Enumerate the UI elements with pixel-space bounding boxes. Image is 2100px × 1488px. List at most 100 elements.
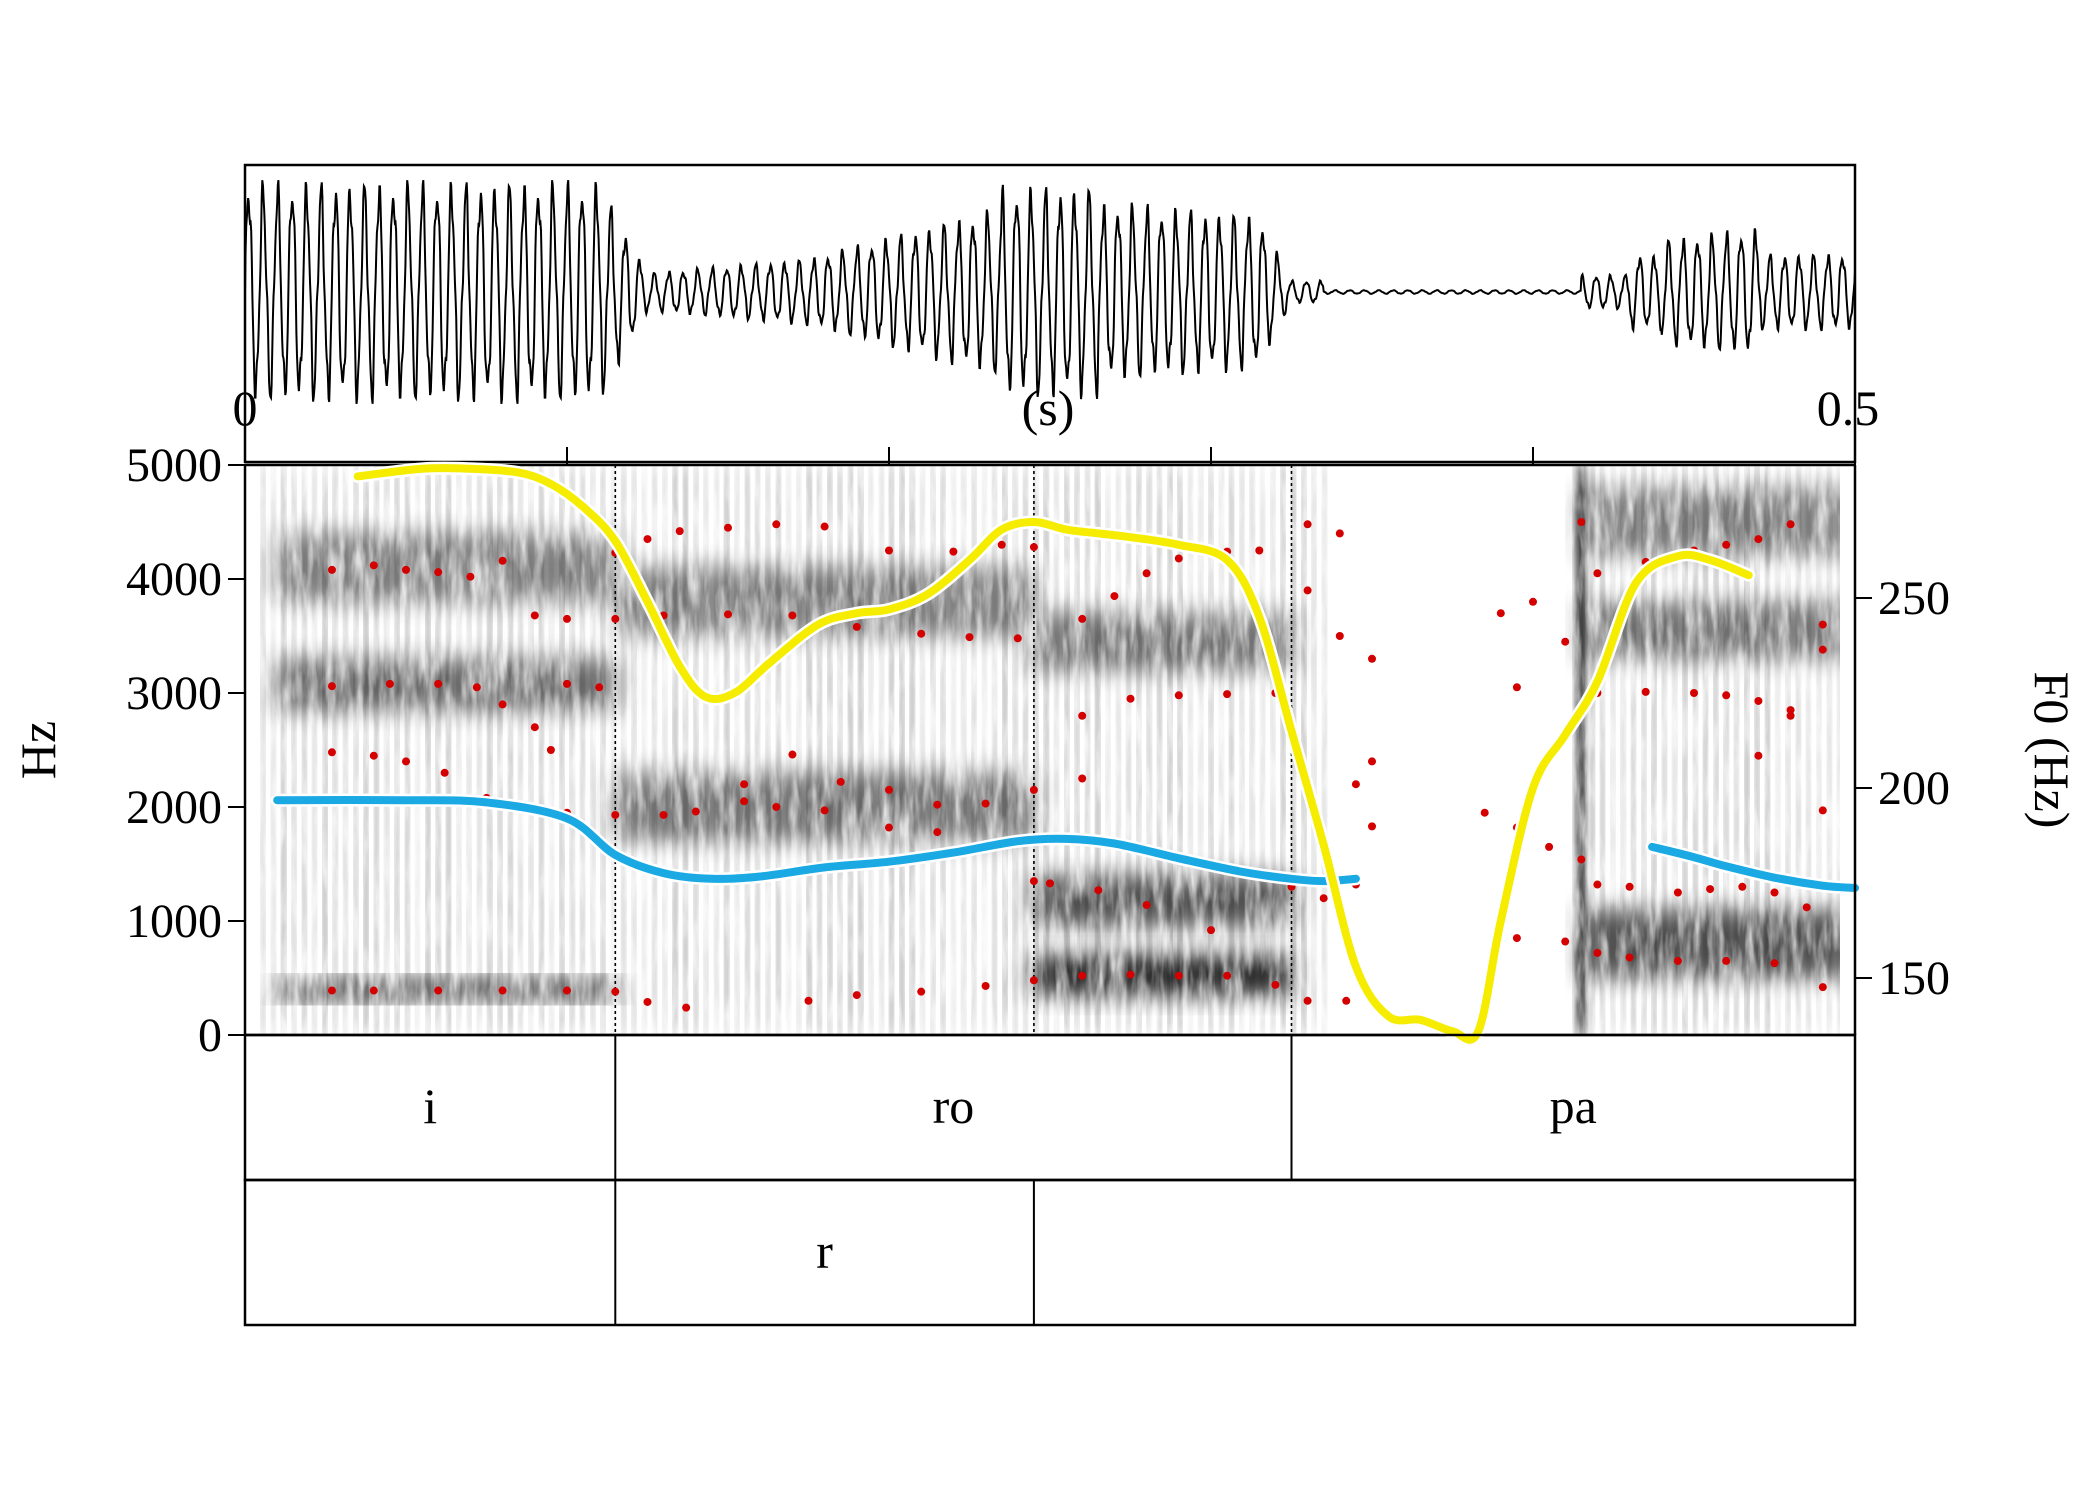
formant-point [1673, 888, 1682, 897]
formant-point [563, 679, 571, 688]
formant-point [1174, 554, 1183, 563]
formant-point [724, 610, 732, 619]
formant-point [1754, 696, 1763, 705]
formant-point [691, 807, 700, 816]
formant-point [949, 547, 958, 556]
formant-point [724, 523, 732, 532]
tier-label: i [423, 1078, 437, 1134]
formant-point [1625, 953, 1634, 962]
y-left-tick-label: 3000 [126, 667, 222, 720]
formant-point [1078, 774, 1087, 783]
formant-point [1512, 934, 1521, 943]
formant-point [1545, 842, 1554, 851]
tier-label: r [816, 1223, 833, 1279]
formant-point [1722, 691, 1731, 700]
f0-track [351, 461, 1756, 1047]
formant-point [675, 527, 684, 536]
formant-point [402, 757, 410, 766]
formant-point [1303, 996, 1312, 1005]
formant-point [1029, 785, 1038, 794]
formant-point [1561, 937, 1570, 946]
formant-point [1142, 901, 1151, 910]
formant-point [1351, 780, 1360, 789]
formant-point [643, 997, 652, 1006]
formant-point [563, 986, 571, 995]
formant-point [1722, 956, 1731, 965]
formant-point [1818, 983, 1827, 992]
formant-point [1690, 689, 1698, 697]
y-left-axis-label: Hz [10, 721, 66, 779]
formant-point [917, 629, 926, 638]
formant-point [1303, 586, 1312, 595]
formant-point [1770, 959, 1779, 968]
formant-point [1368, 822, 1376, 831]
formant-point [1496, 609, 1505, 618]
formant-point [981, 981, 990, 990]
formant-point [498, 556, 507, 565]
formant-point [1706, 885, 1715, 894]
formant-point [1754, 535, 1763, 544]
formant-point [1029, 543, 1038, 552]
formant-point [1786, 711, 1795, 720]
formant-point [852, 622, 861, 631]
spectrogram-panel: 0 1000 2000 3000 4000 5000 Hz 150 200 250 F0 (H… [10, 439, 2080, 1062]
formant-point [1207, 926, 1215, 935]
formant-point [643, 535, 652, 544]
f2-tracks [270, 793, 1862, 895]
formant-point [1271, 980, 1280, 989]
formant-point [1561, 637, 1570, 646]
formant-point [1094, 886, 1103, 895]
formant-point [1641, 687, 1650, 696]
formant-point [327, 986, 336, 995]
formant-point [1078, 614, 1087, 623]
formant-point [369, 561, 378, 570]
x-tick-label-start: 0 [233, 380, 258, 436]
formant-point [434, 986, 443, 995]
formant-point [659, 810, 668, 819]
formant-point [1142, 569, 1151, 578]
formant-point [1223, 690, 1232, 699]
formant-point [498, 986, 507, 995]
formant-point [1303, 520, 1312, 529]
f0-line [353, 464, 1753, 1044]
formant-point [1126, 694, 1135, 703]
formant-point [402, 565, 410, 574]
x-axis-label: (s) [1022, 380, 1075, 436]
formant-point [369, 751, 378, 760]
formant-point [434, 679, 443, 688]
formant-point [1013, 634, 1022, 643]
formant-point [1754, 751, 1763, 760]
waveform-panel: 0 (s) 0.5 [233, 163, 1879, 464]
formant-point [385, 679, 394, 688]
formant-point [1174, 971, 1183, 980]
formant-point [1593, 569, 1602, 578]
formant-point [1335, 632, 1344, 640]
formant-point [981, 799, 990, 808]
formant-point [1593, 948, 1602, 957]
formant-point [997, 540, 1006, 549]
formant-point [611, 614, 620, 623]
formant-point [1722, 540, 1731, 549]
formant-point [933, 828, 942, 837]
formant-point [1078, 971, 1087, 980]
formant-point [1046, 879, 1054, 888]
formant-point [917, 987, 926, 996]
formant-point [369, 986, 378, 995]
f2-line [273, 796, 1360, 886]
formant-point [772, 803, 781, 811]
formant-point [472, 683, 481, 692]
waveform-trace [245, 179, 1855, 405]
formant-point [327, 682, 336, 691]
formant-point [885, 785, 893, 794]
tier-label: ro [933, 1078, 975, 1134]
formant-point [1480, 808, 1489, 817]
formant-point [1126, 970, 1135, 979]
formant-point [740, 797, 749, 806]
formant-point [327, 565, 336, 574]
formant-point [1738, 882, 1747, 891]
formant-point [327, 748, 336, 757]
formant-point [820, 522, 829, 531]
f2-line [1648, 842, 1859, 892]
formant-point [820, 806, 829, 815]
